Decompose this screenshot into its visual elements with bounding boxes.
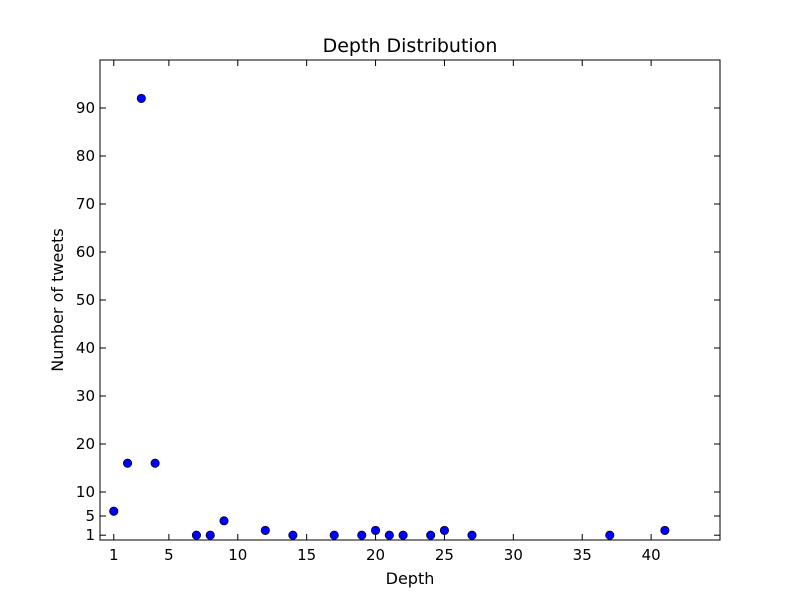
data-point xyxy=(260,525,270,535)
y-axis-ticks: 15 10 20 30 40 50 60 70 80 90 xyxy=(76,99,720,544)
y-tick-label: 70 xyxy=(76,195,95,213)
y-tick-label: 50 xyxy=(76,291,95,309)
x-tick-label: 20 xyxy=(366,546,385,564)
data-point xyxy=(357,530,367,540)
x-tick-label: 25 xyxy=(435,546,454,564)
x-axis-label: Depth xyxy=(386,569,435,588)
data-point xyxy=(467,530,477,540)
data-point xyxy=(288,530,298,540)
data-point xyxy=(329,530,339,540)
scatter-points xyxy=(109,93,670,540)
data-point xyxy=(136,93,146,103)
plot-area-frame xyxy=(99,59,721,541)
data-point xyxy=(219,516,229,526)
y-tick-label: 80 xyxy=(76,147,95,165)
chart-title: Depth Distribution xyxy=(323,35,498,57)
x-tick-label: 5 xyxy=(164,546,174,564)
y-tick-label: 1 xyxy=(85,526,95,544)
data-point xyxy=(660,525,670,535)
data-point xyxy=(191,530,201,540)
y-tick-label: 10 xyxy=(76,483,95,501)
data-point xyxy=(426,530,436,540)
data-point xyxy=(398,530,408,540)
data-point xyxy=(605,530,615,540)
y-tick-label: 20 xyxy=(76,435,95,453)
x-axis-ticks: 1 5 10 15 20 25 30 35 40 xyxy=(109,60,661,564)
x-tick-label: 30 xyxy=(504,546,523,564)
data-point xyxy=(384,530,394,540)
data-point xyxy=(150,458,160,468)
data-point xyxy=(123,458,133,468)
x-tick-label: 35 xyxy=(573,546,592,564)
y-tick-label: 60 xyxy=(76,243,95,261)
y-axis-label: Number of tweets xyxy=(48,228,67,372)
y-tick-label: 90 xyxy=(76,99,95,117)
x-tick-label: 15 xyxy=(297,546,316,564)
x-tick-label: 10 xyxy=(228,546,247,564)
x-tick-label: 1 xyxy=(109,546,119,564)
y-tick-label: 30 xyxy=(76,387,95,405)
y-tick-label: 40 xyxy=(76,339,95,357)
y-tick-label: 5 xyxy=(85,507,95,525)
x-tick-label: 40 xyxy=(642,546,661,564)
data-point xyxy=(205,530,215,540)
data-point xyxy=(109,506,119,516)
data-point xyxy=(371,525,381,535)
data-point xyxy=(439,525,449,535)
